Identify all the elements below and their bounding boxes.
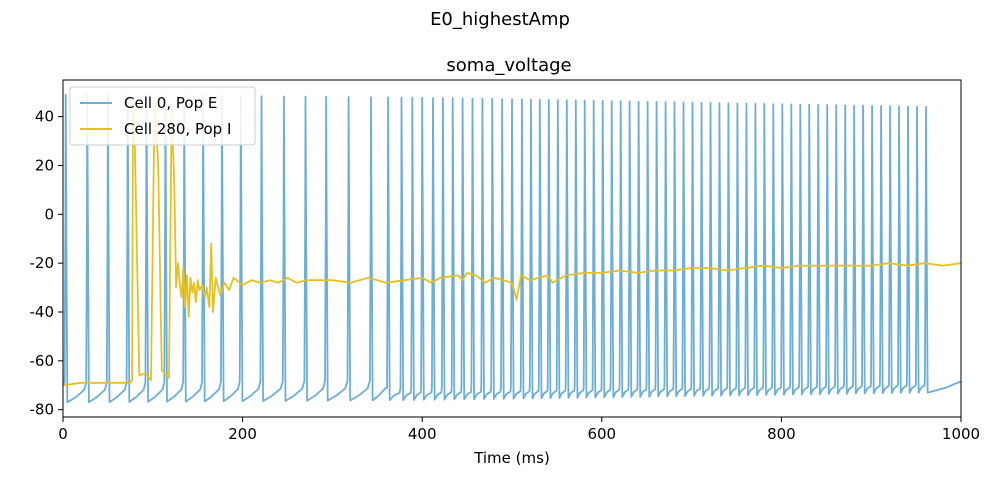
x-axis: 0 200 400 600 800 1000 (58, 417, 980, 443)
y-axis: -80 -60 -40 -20 0 20 40 (30, 108, 63, 419)
y-tick-label: -40 (30, 303, 55, 321)
series-line-cell-0 (63, 93, 961, 404)
x-tick-label: 400 (408, 425, 437, 443)
x-tick-label: 1000 (942, 425, 980, 443)
series-layer (63, 93, 961, 404)
y-tick-label: -60 (30, 352, 55, 370)
y-tick-label: 40 (35, 108, 54, 126)
y-tick-label: 20 (35, 156, 54, 174)
x-tick-label: 800 (767, 425, 796, 443)
y-tick-label: 0 (44, 205, 54, 223)
x-tick-label: 200 (228, 425, 257, 443)
series-line-cell-280 (63, 98, 961, 387)
axes-title: soma_voltage (446, 55, 571, 76)
x-tick-label: 0 (58, 425, 68, 443)
legend: Cell 0, Pop E Cell 280, Pop I (69, 86, 256, 146)
x-axis-label: Time (ms) (473, 449, 550, 467)
y-tick-label: -80 (30, 401, 55, 419)
x-tick-label: 600 (587, 425, 616, 443)
legend-label-cell-280: Cell 280, Pop I (124, 120, 231, 138)
plot-frame (62, 79, 962, 418)
legend-box (69, 86, 256, 146)
legend-label-cell-0: Cell 0, Pop E (124, 94, 217, 112)
y-tick-label: -20 (30, 254, 55, 272)
figure-title: E0_highestAmp (430, 9, 570, 30)
